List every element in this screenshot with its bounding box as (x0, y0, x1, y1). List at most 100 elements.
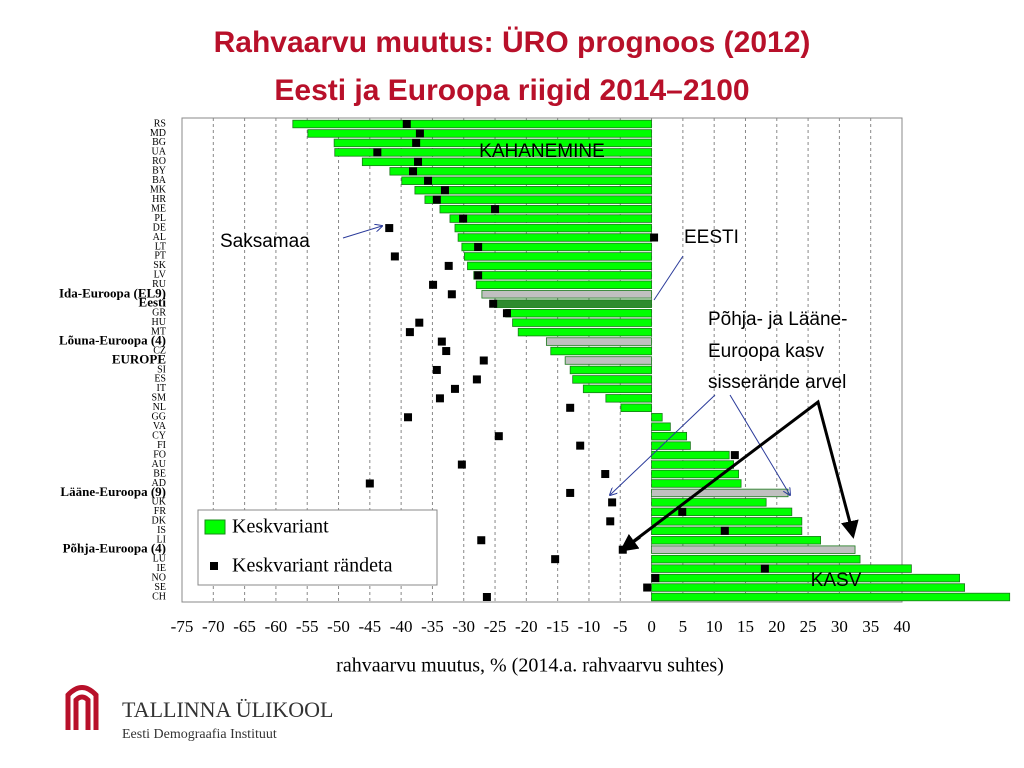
y-tick-label: FI (157, 440, 166, 451)
x-tick-label: -35 (421, 617, 444, 636)
bar (651, 469, 739, 479)
marker (459, 214, 468, 223)
marker (650, 233, 659, 242)
y-tick-label: BG (152, 137, 166, 148)
x-tick-label: 10 (706, 617, 723, 636)
marker (442, 347, 451, 356)
y-tick-label: VA (153, 421, 167, 432)
annotation: sisserände arvel (708, 372, 846, 393)
y-tick-label: UA (152, 147, 167, 158)
y-tick-label: FR (154, 506, 167, 517)
bar (467, 261, 652, 271)
x-tick-label: -25 (484, 617, 507, 636)
x-tick-label: -20 (515, 617, 538, 636)
chart-subtitle: Eesti ja Euroopa riigid 2014–2100 (274, 74, 749, 107)
y-tick-label: NL (153, 402, 166, 413)
y-tick-label: AU (152, 459, 167, 470)
bar (307, 129, 652, 138)
y-tick-label: PL (154, 213, 166, 224)
bar (473, 271, 652, 280)
bar (463, 252, 652, 261)
marker (457, 460, 466, 469)
x-axis-label: rahvaarvu muutus, % (2014.a. rahvaarvu s… (336, 655, 724, 677)
marker (474, 242, 483, 251)
region-label: Eesti (139, 295, 167, 310)
marker (608, 498, 617, 507)
y-tick-label: AL (153, 232, 166, 243)
y-tick-label: AD (152, 478, 166, 489)
chart-title: Rahvaarvu muutus: ÜRO prognoos (2012) (214, 26, 811, 59)
region-label: Lõuna-Euroopa (4) (59, 333, 166, 348)
marker (576, 441, 585, 450)
region-label: EUROPE (112, 351, 166, 366)
marker (440, 186, 449, 195)
marker (678, 507, 687, 516)
bar (449, 214, 652, 223)
bar (550, 346, 652, 356)
bar (651, 564, 912, 573)
bar (505, 308, 652, 318)
marker (474, 271, 483, 280)
marker (414, 157, 423, 166)
y-tick-label: SE (154, 582, 166, 593)
bar (517, 327, 652, 337)
y-tick-label: IE (157, 563, 166, 574)
bar (292, 119, 652, 129)
bar (439, 204, 652, 214)
x-tick-label: -45 (358, 617, 381, 636)
marker (432, 195, 441, 204)
marker (415, 318, 424, 327)
marker (412, 138, 421, 147)
bar (651, 583, 966, 592)
bar (651, 488, 789, 498)
bar (334, 148, 652, 157)
marker (450, 384, 459, 393)
marker (489, 299, 498, 308)
y-tick-label: LT (155, 241, 166, 252)
marker (429, 280, 438, 289)
bar (545, 337, 652, 346)
region-label: Ida-Euroopa (EL9) (59, 285, 166, 300)
legend-label: Keskvariant (232, 516, 329, 538)
y-tick-label: RS (154, 118, 166, 129)
bar (401, 176, 652, 185)
y-tick-label: HR (152, 194, 166, 205)
bar (651, 573, 961, 583)
y-tick-label: GG (152, 412, 166, 423)
bar (461, 242, 652, 252)
y-tick-label: ME (151, 203, 166, 214)
bar (361, 157, 652, 167)
y-tick-label: MT (151, 326, 166, 337)
y-tick-label: RO (152, 156, 166, 167)
marker (435, 394, 444, 403)
marker (566, 403, 575, 412)
marker (491, 205, 500, 214)
marker (760, 564, 769, 573)
marker (424, 176, 433, 185)
marker (415, 129, 424, 138)
region-label: Põhja-Euroopa (4) (63, 541, 166, 556)
y-tick-label: FO (153, 449, 166, 460)
bar (651, 450, 730, 460)
bar (494, 299, 652, 308)
y-tick-label: SK (153, 260, 167, 271)
marker (402, 120, 411, 128)
y-tick-label: DE (153, 222, 166, 233)
x-tick-label: 40 (894, 617, 911, 636)
y-tick-label: BY (152, 166, 166, 177)
annotation: EESTI (684, 227, 739, 248)
bar (651, 545, 856, 554)
x-tick-label: -15 (546, 617, 569, 636)
arrows (342, 226, 859, 552)
y-tick-label: PT (154, 251, 166, 262)
y-tick-label: LU (153, 553, 167, 564)
bar (572, 375, 652, 384)
bar (457, 233, 652, 242)
marker (551, 555, 560, 564)
bar (512, 318, 652, 327)
bar (620, 403, 652, 412)
bar (424, 195, 652, 204)
marker (479, 356, 488, 365)
marker (566, 488, 575, 497)
x-tick-label: -75 (171, 617, 194, 636)
